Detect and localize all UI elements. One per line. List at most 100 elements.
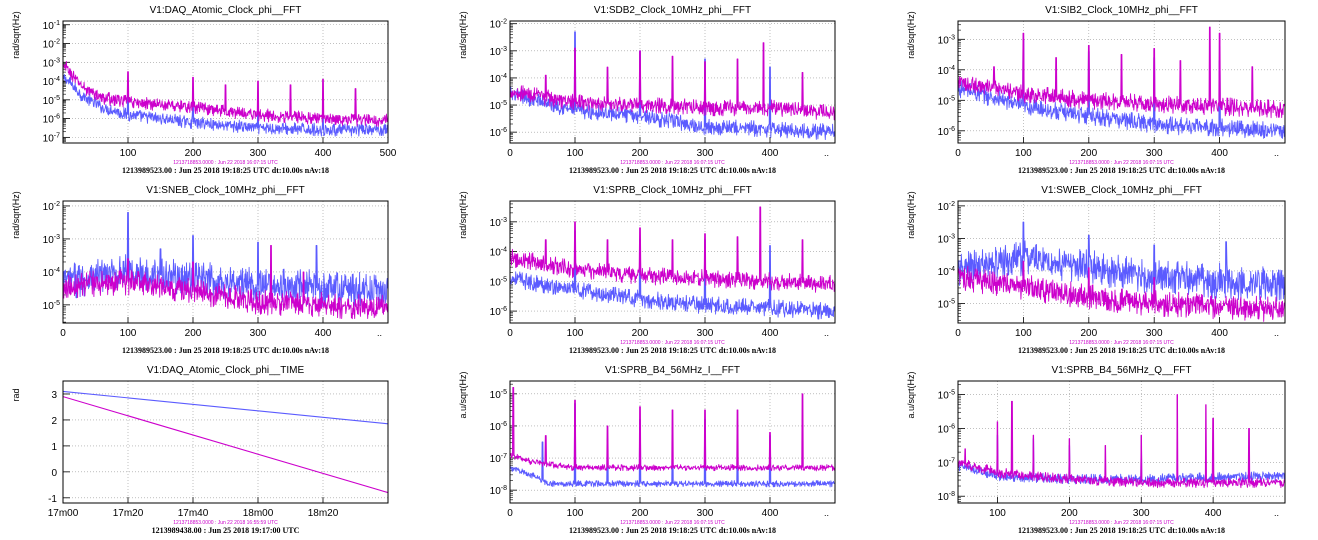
chart-title: V1:DAQ_Atomic_Clock_phi__TIME <box>147 365 305 376</box>
series-line-current <box>958 260 1285 322</box>
footer-timestamp: 1213989523.00 : Jun 25 2018 19:18:25 UTC… <box>1018 346 1225 355</box>
reference-timestamp: 1213718853.0000 : Jun 22 2018 16:55:59 U… <box>173 520 278 526</box>
y-tick-label: 10-3 <box>938 34 955 46</box>
y-tick-label: 10-6 <box>938 423 955 435</box>
y-tick-label: 10-4 <box>490 73 507 85</box>
x-tick-label: 18m00 <box>243 508 274 519</box>
x-tick-label: 100 <box>567 508 584 519</box>
reference-timestamp: 1213718853.0000 : Jun 22 2018 16:07:15 U… <box>620 520 725 526</box>
plot-frame <box>957 380 1286 504</box>
corner-marker: .. <box>824 508 829 518</box>
y-tick-label: 10-8 <box>938 491 955 503</box>
plot-frame <box>957 20 1286 144</box>
x-tick-label: 400 <box>315 148 332 159</box>
series-line-current <box>510 42 835 122</box>
y-tick-label: 1 <box>51 442 57 453</box>
plot-frame <box>62 380 389 504</box>
corner-marker: .. <box>824 148 829 158</box>
y-tick-label: 10-5 <box>43 300 60 312</box>
y-axis-label: rad/sqrt(Hz) <box>906 191 916 239</box>
y-axis-label: rad/sqrt(Hz) <box>11 11 21 59</box>
chart-title: V1:SWEB_Clock_10MHz_phi__FFT <box>1041 185 1202 196</box>
x-tick-label: 100 <box>567 328 584 339</box>
y-tick-label: 10-7 <box>938 457 955 469</box>
plot-area <box>63 212 388 320</box>
x-tick-label: 300 <box>697 508 714 519</box>
series-line-reference <box>958 434 1285 485</box>
y-tick-label: 10-5 <box>938 95 955 107</box>
chart-title: V1:DAQ_Atomic_Clock_phi__FFT <box>150 5 302 16</box>
y-tick-label: 10-6 <box>490 127 507 139</box>
reference-timestamp: 1213718853.0000 : Jun 22 2018 16:07:15 U… <box>1069 340 1174 346</box>
y-axis-label: rad/sqrt(Hz) <box>11 191 21 239</box>
x-tick-label: 300 <box>1133 508 1150 519</box>
series-line-reference <box>958 221 1285 302</box>
x-tick-label: 400 <box>762 148 779 159</box>
series-line-reference <box>958 38 1285 140</box>
reference-timestamp: 1213718853.0000 : Jun 22 2018 16:07:15 U… <box>1069 160 1174 166</box>
chart-title: V1:SNEB_Clock_10MHz_phi__FFT <box>146 185 304 196</box>
x-tick-label: 300 <box>1146 148 1163 159</box>
x-tick-label: 200 <box>632 148 649 159</box>
corner-marker: .. <box>1274 508 1279 518</box>
chart-panel-5: V1:SPRB_Clock_10MHz_phi__FFT rad/sqrt(Hz)… <box>458 185 836 355</box>
x-tick-label: 100 <box>120 328 137 339</box>
y-tick-label: 10-8 <box>490 485 507 497</box>
x-tick-label: 0 <box>955 328 961 339</box>
footer-timestamp: 1213989523.00 : Jun 25 2018 19:18:25 UTC… <box>569 526 776 535</box>
plot-area <box>958 26 1285 140</box>
x-tick-label: 300 <box>250 328 267 339</box>
y-axis-label: rad/sqrt(Hz) <box>906 11 916 59</box>
reference-timestamp: 1213718853.0000 : Jun 22 2018 16:07:15 U… <box>173 160 278 166</box>
y-tick-label: 10-3 <box>490 46 507 58</box>
chart-title: V1:SDB2_Clock_10MHz_phi__FFT <box>594 5 751 16</box>
x-tick-label: 500 <box>380 148 397 159</box>
y-tick-label: 10-5 <box>938 298 955 310</box>
y-tick-label: 10-6 <box>490 306 507 318</box>
reference-timestamp: 1213718853.0000 : Jun 22 2018 16:07:15 U… <box>620 340 725 346</box>
y-tick-label: 0 <box>51 468 57 479</box>
plot-area <box>958 221 1285 322</box>
series-line-reference <box>510 31 835 141</box>
y-tick-label: 10-2 <box>43 39 60 51</box>
x-tick-label: 0 <box>955 148 961 159</box>
x-tick-label: 200 <box>1061 508 1078 519</box>
series-line-current <box>958 394 1285 489</box>
plot-area <box>510 206 835 320</box>
plot-frame <box>509 20 836 144</box>
y-tick-label: 10-6 <box>490 421 507 433</box>
plot-frame <box>62 20 389 144</box>
x-tick-label: 300 <box>1146 328 1163 339</box>
y-tick-label: 10-5 <box>938 390 955 402</box>
y-axis-label: a.u/sqrt(Hz) <box>906 371 916 418</box>
y-tick-label: 10-7 <box>490 453 507 465</box>
y-tick-label: 10-3 <box>43 57 60 69</box>
y-tick-label: 10-4 <box>490 247 507 259</box>
y-tick-label: 10-1 <box>43 20 60 32</box>
x-tick-label: 200 <box>1080 328 1097 339</box>
x-tick-label: 18m20 <box>308 508 339 519</box>
footer-timestamp: 1213989523.00 : Jun 25 2018 19:18:25 UTC… <box>569 166 776 175</box>
x-tick-label: 300 <box>697 148 714 159</box>
x-tick-label: 100 <box>989 508 1006 519</box>
y-tick-label: 10-2 <box>43 201 60 213</box>
x-tick-label: 17m00 <box>48 508 79 519</box>
reference-timestamp: 1213718853.0000 : Jun 22 2018 16:07:15 U… <box>1069 520 1174 526</box>
chart-panel-9: V1:SPRB_B4_56MHz_Q__FFT a.u/sqrt(Hz) 100 20… <box>906 365 1286 535</box>
x-tick-label: 100 <box>1015 148 1032 159</box>
chart-panel-6: V1:SWEB_Clock_10MHz_phi__FFT rad/sqrt(Hz)… <box>906 185 1286 355</box>
footer-timestamp: 1213989523.00 : Jun 25 2018 19:18:25 UTC… <box>122 346 329 355</box>
y-tick-label: 10-6 <box>938 126 955 138</box>
plot-area <box>63 390 388 494</box>
y-axis-label: rad <box>11 388 21 401</box>
chart-title: V1:SPRB_B4_56MHz_I__FFT <box>605 365 740 376</box>
y-tick-label: 10-3 <box>938 233 955 245</box>
x-tick-label: 100 <box>120 148 137 159</box>
x-tick-label: 400 <box>315 328 332 339</box>
y-axis-label: rad/sqrt(Hz) <box>458 11 468 59</box>
plot-area <box>510 31 835 141</box>
y-tick-label: 10-6 <box>43 114 60 126</box>
chart-panel-1: V1:DAQ_Atomic_Clock_phi__FFT rad/sqrt(Hz)… <box>11 5 397 175</box>
y-tick-label: 10-5 <box>490 276 507 288</box>
